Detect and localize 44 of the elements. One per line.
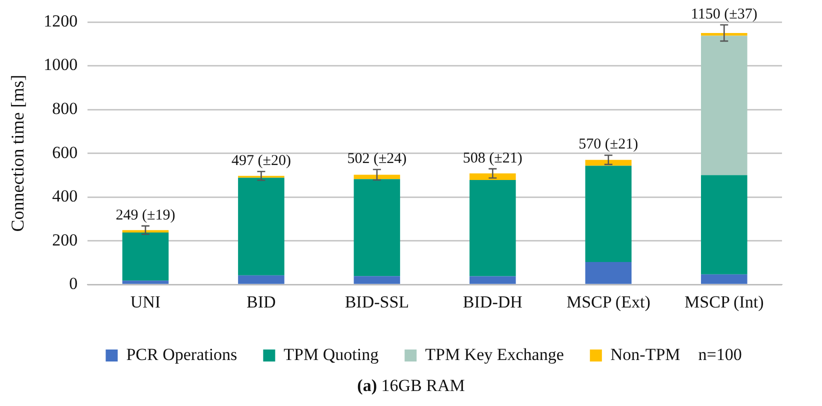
legend-label: PCR Operations (126, 344, 238, 364)
bar (122, 232, 169, 281)
bar (238, 178, 284, 276)
bar (122, 230, 169, 233)
bar (700, 32, 748, 36)
y-axis-title: Connection time [ms] (8, 74, 28, 232)
x-tick-label: MSCP (Ext) (566, 292, 650, 312)
legend-label: TPM Key Exchange (425, 344, 564, 364)
y-tick-label: 0 (69, 274, 78, 294)
bar (585, 166, 632, 262)
total-label: 249 (±19) (116, 207, 176, 224)
bar (700, 274, 748, 284)
bar (470, 180, 516, 276)
total-label: 1150 (±37) (690, 6, 758, 22)
total-label: 497 (±20) (231, 152, 291, 169)
x-tick-label: BID-DH (462, 292, 522, 312)
bar (585, 160, 632, 166)
total-label: 502 (±24) (347, 150, 407, 167)
legend-label: TPM Quoting (284, 344, 380, 364)
total-label: 570 (±21) (578, 136, 638, 153)
bar (122, 280, 169, 284)
bar (354, 276, 400, 284)
bar (470, 276, 516, 284)
bar (238, 275, 284, 284)
bar (354, 174, 400, 180)
total-label: 508 (±21) (462, 150, 522, 166)
bar (700, 175, 748, 274)
bar (470, 173, 516, 180)
x-tick-label: BID (246, 292, 276, 312)
x-tick-label: MSCP (Int) (684, 292, 764, 312)
y-tick-label: 200 (52, 230, 78, 250)
y-tick-label: 600 (52, 142, 78, 162)
text: (a) 16GB RAM (356, 376, 466, 396)
bar (700, 36, 748, 176)
x-tick-label: BID-SSL (344, 292, 410, 312)
x-tick-label: UNI (130, 292, 161, 312)
y-tick-label: 1000 (44, 55, 78, 74)
y-tick-label: 400 (52, 186, 78, 206)
text: n=100 (698, 344, 742, 364)
legend-label: Non-TPM (610, 344, 680, 364)
bar (585, 262, 632, 284)
bar (354, 179, 400, 276)
y-tick-label: 800 (52, 99, 78, 118)
y-tick-label: 1200 (44, 11, 78, 30)
